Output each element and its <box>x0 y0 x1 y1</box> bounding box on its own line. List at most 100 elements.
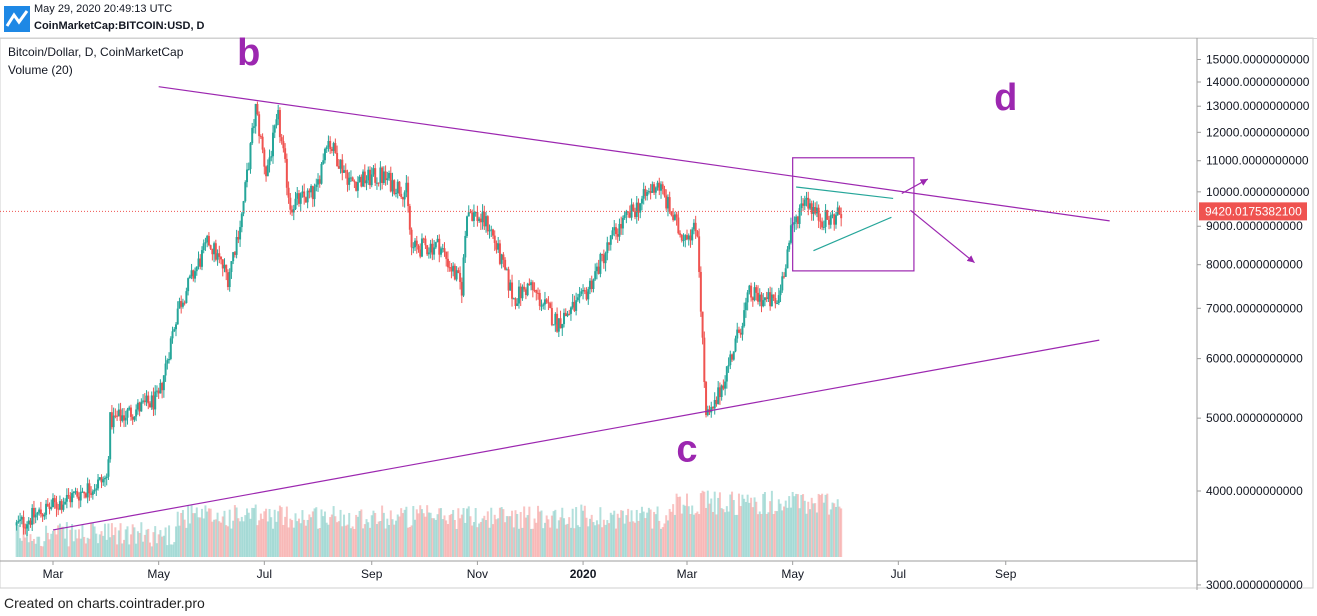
candle-body <box>614 227 617 235</box>
candle-body <box>67 494 70 497</box>
candle-body <box>303 191 306 198</box>
volume-bar <box>81 524 84 557</box>
volume-bar <box>304 525 307 557</box>
volume-bar <box>149 542 152 557</box>
y-tick-label: 6000.0000000000 <box>1206 352 1303 366</box>
volume-bar <box>102 535 105 557</box>
candle-body <box>507 269 510 291</box>
candle-body <box>159 383 162 394</box>
candle-body <box>19 519 22 521</box>
candle-body <box>576 297 579 301</box>
volume-bar <box>698 514 701 557</box>
candle-body <box>306 190 309 203</box>
volume-bar <box>278 505 281 557</box>
candle-body <box>530 282 533 286</box>
volume-bar <box>19 538 22 557</box>
volume-bar <box>763 492 766 557</box>
volume-bar <box>590 514 593 557</box>
volume-bar <box>538 511 541 557</box>
candle-body <box>145 395 148 403</box>
volume-bar <box>112 535 115 557</box>
candle-body <box>537 292 540 294</box>
volume-bar <box>126 526 129 557</box>
candle-body <box>195 266 198 272</box>
candle-body <box>310 185 313 193</box>
candle-body <box>121 415 124 421</box>
candle-body <box>258 114 261 137</box>
candle-body <box>414 240 417 248</box>
volume-bar <box>783 506 786 557</box>
volume-bar <box>48 539 51 557</box>
candle-body <box>796 216 799 224</box>
volume-bar <box>443 515 446 557</box>
candle-body <box>83 491 86 494</box>
candle-body <box>446 258 449 268</box>
candle-body <box>169 338 172 360</box>
candle-body <box>618 223 621 237</box>
candle-body <box>119 409 122 421</box>
candle-body <box>666 197 669 209</box>
volume-bar <box>20 540 23 557</box>
candle-body <box>57 508 60 510</box>
volume-bar <box>774 510 777 557</box>
volume-bar <box>52 530 54 557</box>
candle-body <box>365 180 368 184</box>
candle-body <box>663 188 666 196</box>
candle-body <box>779 290 782 296</box>
wave-label-c: c <box>676 428 697 470</box>
volume-bar <box>533 518 536 557</box>
candle-body <box>377 182 380 184</box>
candle-body <box>374 168 377 183</box>
volume-bar <box>524 517 527 557</box>
volume-bar <box>291 520 294 557</box>
volume-bar <box>254 504 257 557</box>
candle-body <box>595 266 598 272</box>
candle-body <box>746 292 749 303</box>
candle-body <box>571 301 574 308</box>
volume-bar <box>803 500 806 557</box>
volume-bar <box>109 537 112 557</box>
candle-body <box>478 218 481 221</box>
volume-bar <box>805 513 808 557</box>
candle-body <box>97 479 100 489</box>
candle-body <box>138 402 141 412</box>
candle-body <box>76 491 79 497</box>
volume-bar <box>611 514 614 557</box>
candle-body <box>689 235 692 241</box>
candle-body <box>800 203 803 209</box>
volume-bar <box>237 518 240 557</box>
candle-body <box>829 215 832 225</box>
volume-bar <box>270 517 273 557</box>
candle-body <box>514 298 517 306</box>
volume-bar <box>77 529 80 557</box>
candle-body <box>351 177 354 182</box>
candle-body <box>209 245 212 249</box>
volume-bar <box>277 511 280 557</box>
volume-bar <box>232 520 235 557</box>
volume-bar <box>545 515 548 557</box>
candle-body <box>110 412 113 428</box>
volume-bar <box>436 514 439 557</box>
candle-body <box>265 166 268 177</box>
volume-bar <box>168 525 171 557</box>
volume-bar <box>817 493 820 557</box>
volume-bar <box>748 502 751 557</box>
candle-body <box>270 156 273 158</box>
candle-body <box>498 243 501 264</box>
volume-bar <box>330 514 333 557</box>
candle-body <box>199 258 202 267</box>
y-tick-label: 8000.0000000000 <box>1206 258 1303 272</box>
volume-bar <box>154 526 157 557</box>
volume-bar <box>98 534 101 557</box>
candle-body <box>220 256 223 260</box>
candle-body <box>17 520 20 523</box>
candle-body <box>580 291 583 294</box>
candle-body <box>353 181 356 183</box>
candle-body <box>710 407 713 413</box>
volume-bar <box>204 505 207 557</box>
volume-bar <box>31 540 34 557</box>
candle-body <box>599 254 602 274</box>
volume-bar <box>647 507 650 557</box>
candle-body <box>100 477 103 483</box>
